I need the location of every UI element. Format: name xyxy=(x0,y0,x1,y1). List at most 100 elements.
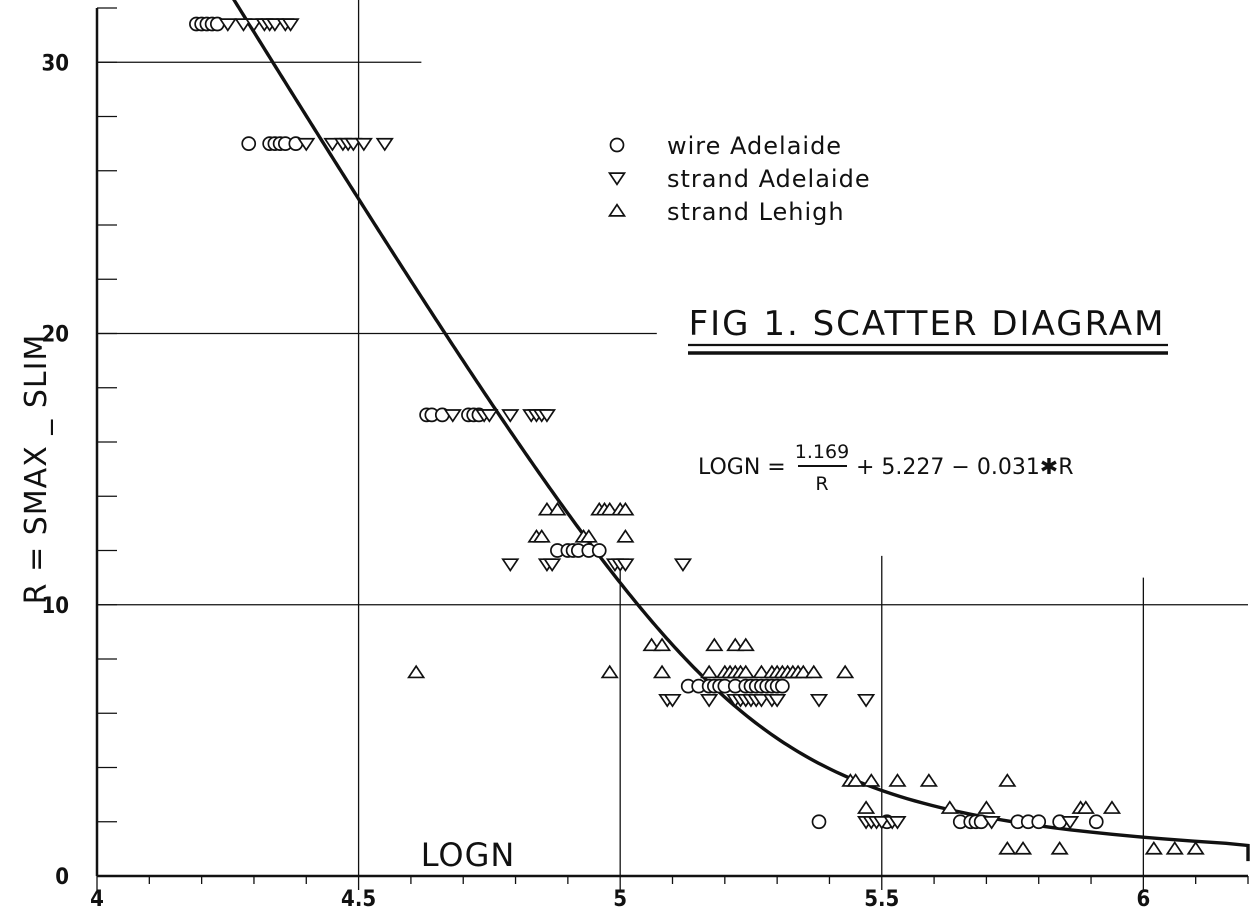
data-point-triangle-down xyxy=(501,409,520,423)
data-point-triangle-up xyxy=(705,637,724,652)
data-point-triangle-down xyxy=(673,558,693,572)
data-point-triangle-up xyxy=(700,664,719,679)
data-point-triangle-up xyxy=(532,529,551,543)
data-point-triangle-up xyxy=(579,529,598,543)
data-point-triangle-up xyxy=(736,637,755,652)
data-point-triangle-down xyxy=(752,693,771,708)
data-point-triangle-down xyxy=(375,137,394,152)
data-point-triangle-down xyxy=(480,409,499,423)
data-point-triangle-down xyxy=(768,693,787,708)
data-point-triangle-up xyxy=(600,501,619,516)
data-point-triangle-down xyxy=(244,18,264,32)
chart-title-text: FIG 1. SCATTER DIAGRAM xyxy=(689,304,1166,344)
data-point-triangle-up xyxy=(652,664,672,679)
data-point-triangle-up xyxy=(804,664,823,679)
data-point-circle xyxy=(591,543,607,558)
x-axis-label: LOGN xyxy=(421,836,516,874)
data-point-triangle-up xyxy=(888,773,907,787)
legend-label: strand Adelaide xyxy=(667,165,871,193)
data-point-circle xyxy=(1088,814,1104,830)
legend-marker-triangle-up xyxy=(607,203,627,217)
equation-numerator: 1.169 xyxy=(795,441,849,463)
x-tick-label: 5.5 xyxy=(864,887,899,912)
data-point-circle xyxy=(811,814,827,830)
data-point-triangle-up xyxy=(548,501,567,516)
data-point-triangle-up xyxy=(736,664,755,679)
data-point-triangle-down xyxy=(856,693,876,708)
data-point-triangle-up xyxy=(600,664,619,679)
data-point-triangle-down xyxy=(443,409,462,423)
data-point-triangle-up xyxy=(1102,800,1122,814)
legend-marker-circle xyxy=(609,137,625,153)
data-points xyxy=(189,16,1205,855)
equation-denominator: R xyxy=(815,473,828,495)
data-point-triangle-down xyxy=(537,409,557,423)
y-tick-label: 0 xyxy=(55,865,69,890)
legend: wire Adelaide strand Adelaide strand Lehig… xyxy=(607,132,871,226)
data-point-triangle-down xyxy=(323,137,342,152)
data-point-triangle-down xyxy=(982,816,1001,830)
y-tick-label: 20 xyxy=(41,323,69,348)
data-point-triangle-up xyxy=(537,501,557,516)
data-point-triangle-up xyxy=(856,800,876,814)
x-tick-label: 4 xyxy=(90,887,104,912)
x-tick-label: 6 xyxy=(1136,887,1150,912)
data-point-triangle-down xyxy=(663,693,682,708)
data-point-triangle-up xyxy=(616,501,635,516)
data-point-triangle-up xyxy=(862,773,881,787)
data-point-triangle-up xyxy=(1186,840,1205,855)
equation-lhs: LOGN = xyxy=(698,455,786,480)
fit-curve-line xyxy=(232,0,1250,862)
data-point-triangle-up xyxy=(726,637,745,652)
chart-title: FIG 1. SCATTER DIAGRAM xyxy=(688,304,1168,355)
data-point-triangle-up xyxy=(919,773,938,787)
data-point-triangle-up xyxy=(1013,840,1033,855)
data-point-triangle-up xyxy=(407,664,426,679)
y-axis-label: R = SMAX _ SLIM xyxy=(19,334,54,605)
data-point-triangle-up xyxy=(642,637,661,652)
data-point-triangle-down xyxy=(872,816,891,830)
data-point-triangle-up xyxy=(794,664,813,679)
data-point-triangle-up xyxy=(1076,800,1095,814)
data-point-triangle-down xyxy=(700,693,719,708)
data-point-triangle-up xyxy=(616,529,635,543)
data-point-circle xyxy=(775,678,790,694)
data-point-triangle-down xyxy=(265,18,284,32)
x-tick-label: 5 xyxy=(613,887,627,912)
data-point-triangle-up xyxy=(940,800,959,814)
axes: 0 10 20 30 4 4.5 5 5.5 6 xyxy=(41,7,1249,912)
y-tick-label: 30 xyxy=(41,51,69,76)
data-point-triangle-down xyxy=(888,816,907,830)
data-point-triangle-up xyxy=(752,664,771,679)
data-point-triangle-down xyxy=(809,693,829,708)
data-point-triangle-up xyxy=(998,840,1017,855)
fitted-curve xyxy=(232,0,1250,862)
legend-label: strand Lehigh xyxy=(667,198,845,226)
legend-label: wire Adelaide xyxy=(667,132,842,160)
equation-rest: + 5.227 − 0.031✱R xyxy=(856,455,1074,480)
data-point-triangle-up xyxy=(836,664,855,679)
data-point-triangle-up xyxy=(1050,840,1069,855)
data-point-triangle-up xyxy=(977,800,996,814)
data-point-circle xyxy=(1031,814,1047,830)
data-point-triangle-up xyxy=(846,773,865,787)
data-point-triangle-down xyxy=(281,18,300,32)
data-point-triangle-down xyxy=(354,137,373,152)
data-point-triangle-down xyxy=(543,558,562,572)
data-point-circle xyxy=(241,136,257,151)
data-point-triangle-down xyxy=(616,558,635,572)
y-tick-label: 10 xyxy=(41,594,69,619)
data-point-triangle-down xyxy=(1061,816,1080,830)
legend-marker-triangle-down xyxy=(607,172,627,186)
data-point-triangle-up xyxy=(1165,840,1184,855)
regression-equation: LOGN = 1.169 R + 5.227 − 0.031✱R xyxy=(698,441,1074,495)
data-point-triangle-up xyxy=(652,637,672,652)
data-point-triangle-up xyxy=(998,773,1017,787)
data-point-triangle-down xyxy=(297,137,316,152)
x-tick-label: 4.5 xyxy=(341,887,376,912)
data-point-triangle-down xyxy=(344,137,363,152)
data-point-triangle-down xyxy=(218,18,237,32)
data-point-triangle-down xyxy=(234,18,253,32)
data-point-triangle-down xyxy=(501,558,520,572)
